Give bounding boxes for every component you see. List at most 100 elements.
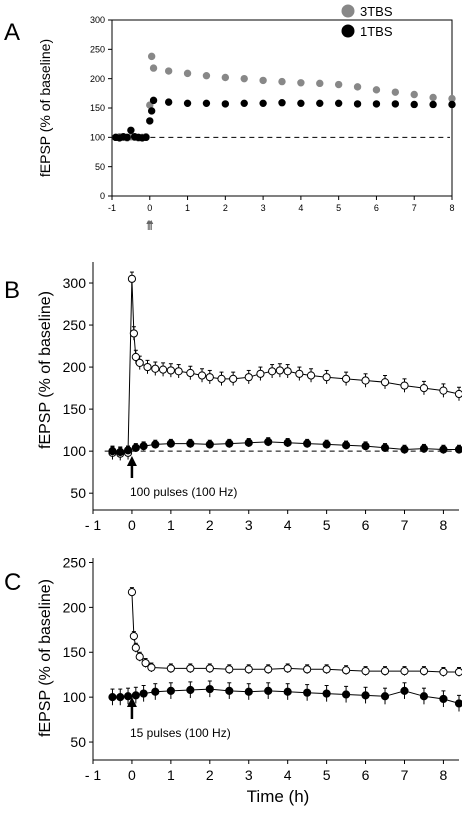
data-point <box>283 367 292 376</box>
data-point <box>221 73 230 82</box>
stim-arrow-head <box>126 456 137 466</box>
y-axis-label: fEPSP (% of baseline) <box>37 39 53 177</box>
x-tick-label: - 1 <box>85 517 102 533</box>
x-tick-label: 4 <box>284 767 292 783</box>
y-tick-label: 100 <box>63 443 87 459</box>
x-tick-label: 2 <box>223 203 228 213</box>
data-point <box>108 693 117 702</box>
stim-arrow-head <box>126 697 137 707</box>
data-point <box>131 643 140 652</box>
data-point <box>240 74 248 83</box>
data-point <box>147 52 156 61</box>
y-tick-label: 100 <box>63 689 87 705</box>
series-3TBS <box>112 52 456 142</box>
x-tick-label: 0 <box>147 203 152 213</box>
panel-C: C 50 100 150 200 250 - 1 0 1 2 3 4 5 6 7 8 fEPSP (% of b… <box>4 554 462 783</box>
data-point <box>372 86 381 94</box>
data-point <box>229 374 238 383</box>
data-point <box>166 439 175 448</box>
data-point <box>419 444 429 453</box>
series-line <box>131 592 459 673</box>
data-point <box>244 665 253 674</box>
data-point <box>380 443 390 452</box>
y-tick-label: 250 <box>63 554 87 570</box>
data-point <box>297 99 305 108</box>
data-point <box>380 692 390 701</box>
data-point <box>166 366 175 375</box>
x-tick-label: 6 <box>374 203 379 213</box>
series-open-circle <box>127 587 462 677</box>
data-point <box>341 441 351 450</box>
data-point <box>361 376 370 385</box>
data-point <box>183 99 192 108</box>
data-point <box>141 658 150 668</box>
data-point <box>429 100 437 109</box>
data-point <box>127 126 135 134</box>
data-point <box>166 664 175 673</box>
legend: 3TBS 1TBS <box>341 4 393 39</box>
data-point <box>205 684 214 694</box>
data-point <box>322 440 331 449</box>
legend-marker <box>341 4 355 18</box>
data-point <box>400 381 409 390</box>
data-point <box>380 378 390 387</box>
data-point <box>341 666 351 675</box>
data-point <box>268 367 277 376</box>
data-point <box>116 693 125 702</box>
data-point <box>410 90 418 99</box>
y-tick-label: 50 <box>95 162 105 172</box>
data-point <box>205 373 214 382</box>
data-point <box>259 99 267 108</box>
data-point <box>439 667 448 677</box>
data-point <box>151 364 160 373</box>
data-point <box>334 99 343 108</box>
x-tick-label: 8 <box>440 517 448 533</box>
data-point <box>149 64 158 72</box>
data-point <box>108 447 117 456</box>
x-tick-label: 4 <box>298 203 303 213</box>
data-point <box>139 442 148 451</box>
data-point <box>400 686 409 695</box>
data-point <box>295 369 304 378</box>
x-tick-label: 6 <box>362 517 370 533</box>
data-point <box>361 667 370 676</box>
data-point <box>123 446 133 455</box>
data-point <box>341 690 351 699</box>
y-tick-label: 150 <box>63 644 87 660</box>
data-point <box>147 663 156 672</box>
x-tick-label: - 1 <box>85 767 102 783</box>
data-point <box>116 447 125 457</box>
data-point <box>439 694 448 704</box>
data-point <box>158 365 168 374</box>
data-point <box>202 72 211 80</box>
data-point <box>283 664 292 673</box>
x-tick-label: 6 <box>362 767 370 783</box>
data-point <box>225 439 234 448</box>
data-point <box>380 667 390 676</box>
data-point <box>400 445 409 454</box>
y-tick-label: 50 <box>70 485 86 501</box>
series-1TBS <box>112 96 456 142</box>
y-tick-label: 150 <box>90 103 105 113</box>
data-point <box>244 687 253 696</box>
data-point <box>283 687 292 696</box>
data-point <box>448 100 456 109</box>
data-point <box>135 652 144 661</box>
legend-label: 1TBS <box>360 24 393 39</box>
stim-arrow-head <box>149 220 154 224</box>
x-tick-label: 0 <box>128 517 136 533</box>
data-point <box>361 442 370 451</box>
data-point <box>123 133 131 142</box>
series-filled-circle <box>108 680 462 712</box>
data-point <box>334 80 343 89</box>
x-tick-label: 2 <box>206 767 214 783</box>
data-point <box>419 667 429 676</box>
y-tick-label: 50 <box>70 734 86 750</box>
x-tick-label: 7 <box>401 767 409 783</box>
data-point <box>197 371 207 380</box>
data-point <box>361 691 370 700</box>
y-tick-label: 300 <box>63 275 87 291</box>
x-tick-label: 2 <box>206 517 214 533</box>
y-tick-label: 250 <box>63 317 87 333</box>
